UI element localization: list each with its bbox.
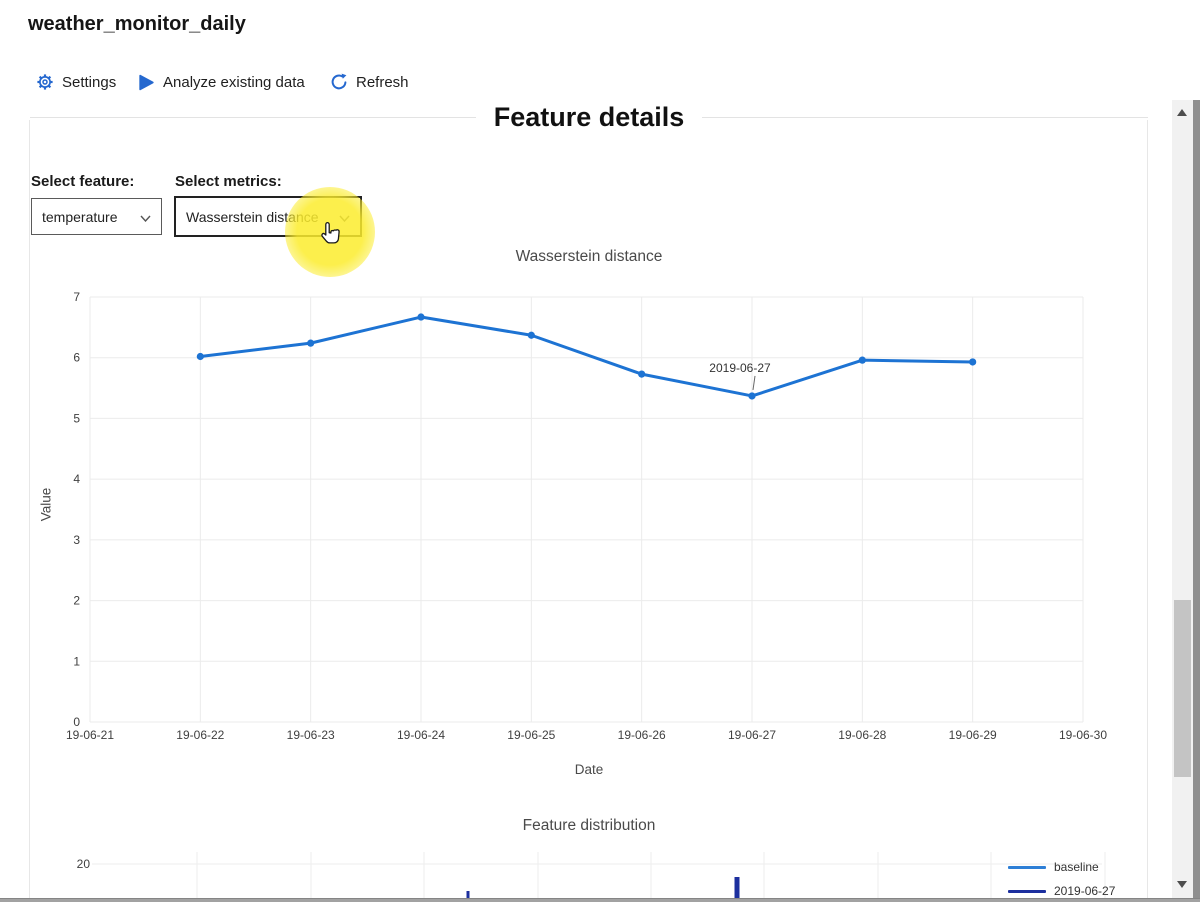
svg-text:7: 7: [73, 290, 80, 304]
select-feature-label: Select feature:: [31, 173, 135, 190]
svg-text:2: 2: [73, 594, 80, 608]
svg-text:0: 0: [73, 715, 80, 729]
svg-text:19-06-30: 19-06-30: [1059, 728, 1107, 742]
svg-text:6: 6: [73, 351, 80, 365]
window-bottom-edge: [0, 898, 1200, 902]
distribution-y-tick: 20: [76, 857, 90, 871]
feature-distribution-chart: [92, 852, 1106, 902]
legend-item-current[interactable]: 2019-06-27: [1008, 884, 1115, 898]
refresh-icon: [330, 73, 348, 91]
svg-text:19-06-21: 19-06-21: [66, 728, 114, 742]
svg-text:19-06-26: 19-06-26: [618, 728, 666, 742]
svg-text:19-06-29: 19-06-29: [949, 728, 997, 742]
line-chart-title: Wasserstein distance: [515, 248, 663, 265]
refresh-label: Refresh: [356, 73, 409, 91]
svg-text:3: 3: [73, 533, 80, 547]
svg-text:1: 1: [73, 654, 80, 668]
vertical-scrollbar[interactable]: [1172, 100, 1193, 898]
y-axis-label: Value: [38, 487, 54, 522]
chevron-down-icon: [140, 209, 151, 225]
svg-text:19-06-27: 19-06-27: [728, 728, 776, 742]
legend-label: 2019-06-27: [1054, 884, 1116, 898]
scrollbar-down-arrow-icon[interactable]: [1177, 881, 1187, 888]
page-title: weather_monitor_daily: [28, 13, 246, 35]
svg-text:2019-06-27: 2019-06-27: [709, 361, 771, 375]
gear-icon: [36, 73, 54, 91]
settings-label: Settings: [62, 73, 117, 91]
section-title: Feature details: [493, 102, 685, 132]
chevron-down-icon: [339, 209, 350, 225]
legend-label: baseline: [1054, 860, 1099, 874]
svg-text:19-06-24: 19-06-24: [397, 728, 445, 742]
feature-dropdown[interactable]: temperature: [31, 198, 162, 235]
current-line-swatch: [1008, 889, 1046, 893]
scrollbar-up-arrow-icon[interactable]: [1177, 109, 1187, 116]
scrollbar-thumb[interactable]: [1174, 600, 1191, 777]
svg-text:5: 5: [73, 411, 80, 425]
feature-dropdown-value: temperature: [42, 208, 118, 225]
analyze-existing-data-button[interactable]: Analyze existing data: [138, 68, 305, 96]
wasserstein-line-chart: 19-06-21 19-06-22 19-06-23 19-06-24 19-06-25…: [66, 290, 1107, 742]
distribution-legend: baseline 2019-06-27: [1008, 860, 1115, 898]
svg-text:19-06-28: 19-06-28: [838, 728, 886, 742]
metrics-dropdown[interactable]: Wasserstein distance: [174, 196, 362, 237]
panel-left-border: [29, 120, 30, 898]
x-axis-label: Date: [574, 762, 604, 777]
baseline-line-swatch: [1008, 865, 1046, 869]
svg-text:19-06-25: 19-06-25: [507, 728, 555, 742]
section-header: Feature details: [30, 102, 1149, 133]
metrics-dropdown-value: Wasserstein distance: [186, 208, 319, 225]
analyze-label: Analyze existing data: [163, 73, 305, 91]
svg-text:19-06-22: 19-06-22: [176, 728, 224, 742]
select-metrics-label: Select metrics:: [175, 173, 282, 190]
distribution-chart-title: Feature distribution: [522, 817, 656, 834]
play-icon: [138, 74, 155, 91]
svg-text:4: 4: [73, 472, 80, 486]
divider: [702, 117, 1149, 118]
settings-button[interactable]: Settings: [36, 68, 116, 96]
refresh-button[interactable]: Refresh: [330, 68, 409, 96]
window-right-edge: [1193, 100, 1200, 902]
legend-item-baseline[interactable]: baseline: [1008, 860, 1115, 874]
svg-text:19-06-23: 19-06-23: [287, 728, 335, 742]
divider: [30, 117, 476, 118]
panel-right-border: [1147, 120, 1148, 898]
